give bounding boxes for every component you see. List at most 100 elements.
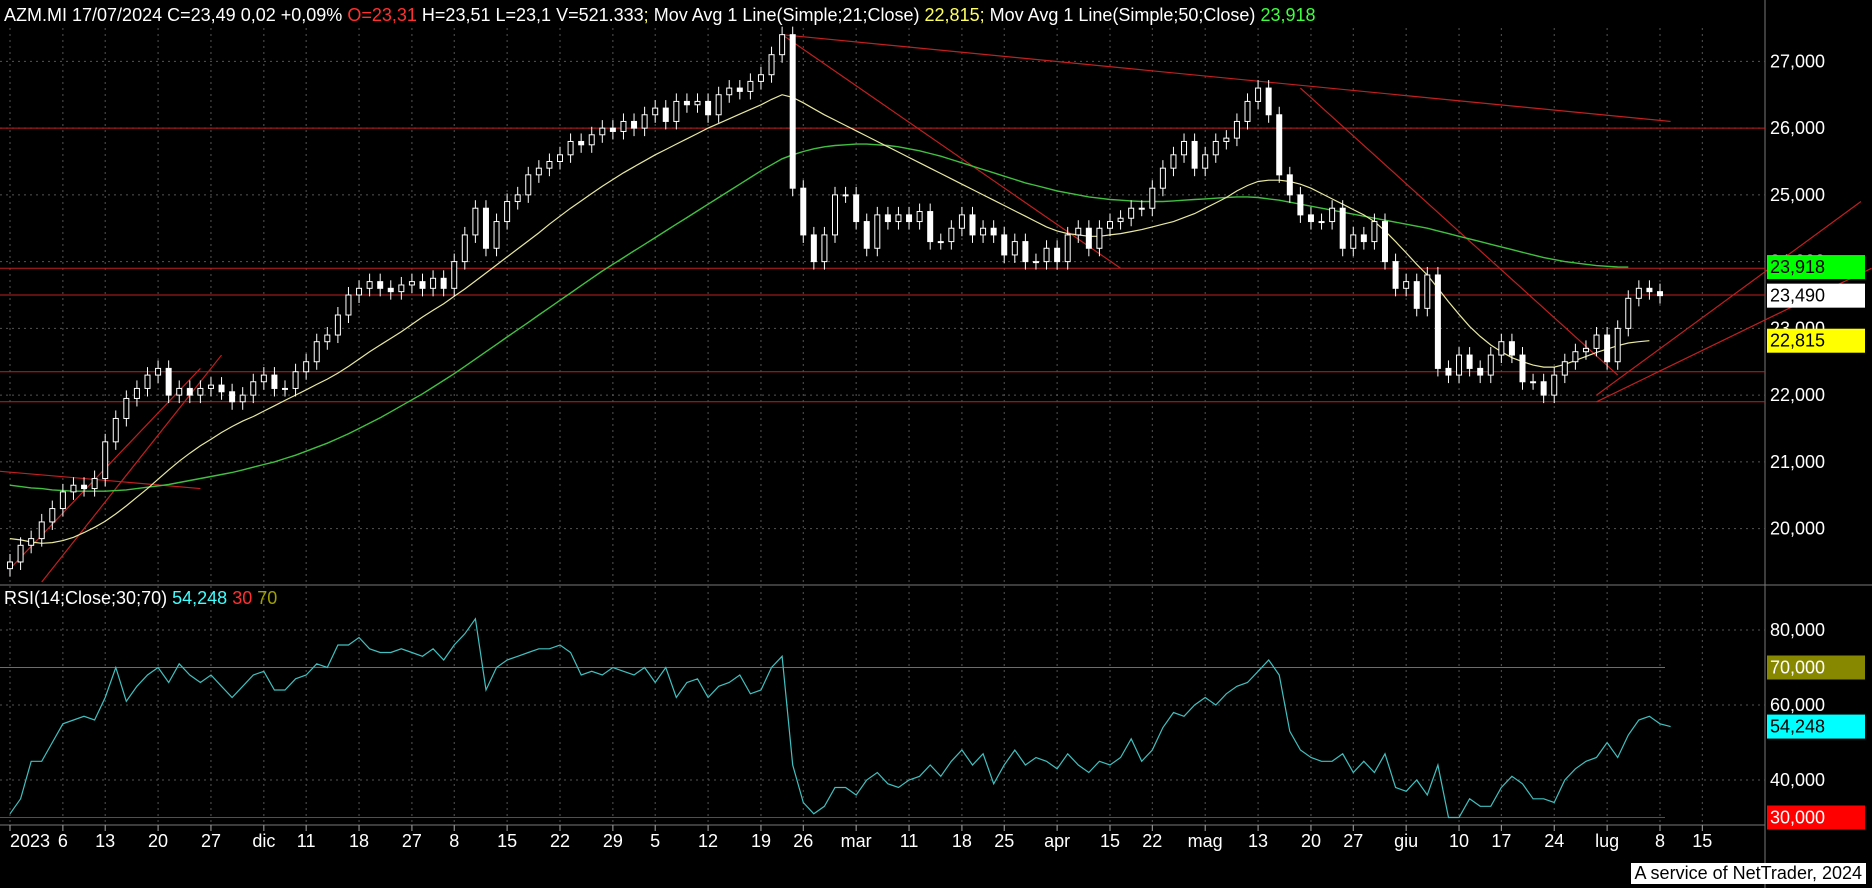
x-tick-label: 20 <box>1301 831 1321 851</box>
candle-body <box>1403 281 1410 289</box>
candle-body <box>1382 221 1388 263</box>
candle-body <box>673 100 680 122</box>
candle-body <box>303 361 310 373</box>
candle-body <box>324 334 331 343</box>
candle-body <box>81 484 88 490</box>
value-tag-label: 70,000 <box>1770 658 1825 678</box>
candle-body <box>1265 87 1272 116</box>
candle-body <box>408 281 415 286</box>
candle-body <box>1498 341 1505 356</box>
separator: ; <box>643 5 649 25</box>
trend-line <box>1299 87 1619 376</box>
trend-line <box>782 34 1671 123</box>
candle-body <box>1625 297 1632 329</box>
candle-body <box>133 387 140 399</box>
candle-body <box>1255 87 1262 102</box>
candle-body <box>652 107 659 116</box>
candle-body <box>1540 381 1547 396</box>
candle-body <box>102 441 109 480</box>
candle-body <box>863 221 870 249</box>
candle-body <box>482 207 489 249</box>
candle-body <box>662 107 669 122</box>
candle-body <box>7 561 13 570</box>
candle-body <box>461 234 468 263</box>
candle-body <box>144 374 151 389</box>
candle-body <box>1043 247 1050 263</box>
candle-body <box>472 207 479 236</box>
ma21-line <box>9 94 1650 544</box>
candle-body <box>1223 137 1230 142</box>
x-tick-label: 8 <box>449 831 459 851</box>
candle-body <box>821 234 828 263</box>
ma21-label: Mov Avg 1 Line(Simple;21;Close) <box>653 5 920 25</box>
candle-body <box>1128 207 1135 219</box>
candle-body <box>1329 207 1336 223</box>
x-tick-label: 27 <box>402 831 422 851</box>
candle-body <box>779 34 786 56</box>
candle-body <box>1477 367 1484 376</box>
x-tick-label: 25 <box>994 831 1014 851</box>
x-tick-label: 15 <box>1100 831 1120 851</box>
x-tick-label: mag <box>1188 831 1223 851</box>
x-tick-label: 19 <box>751 831 771 851</box>
x-tick-label: 8 <box>1655 831 1665 851</box>
x-tick-label: 15 <box>497 831 517 851</box>
candle-body <box>884 214 891 223</box>
ma50-value: 23,918 <box>1260 5 1316 25</box>
candle-body <box>17 544 24 563</box>
rsi-low-level: 30 <box>232 588 253 608</box>
trend-line <box>781 34 1121 269</box>
price-y-tick-label: 22,000 <box>1770 385 1825 405</box>
x-tick-label: lug <box>1595 831 1619 851</box>
candle-body <box>1149 187 1156 209</box>
trend-line <box>41 354 223 583</box>
price-y-tick-label: 21,000 <box>1770 452 1825 472</box>
candle-body <box>334 314 341 336</box>
price-header: AZM.MI 17/07/2024 C=23,49 0,02 +0,09% O=… <box>4 5 1316 26</box>
value-tag-label: 23,490 <box>1770 286 1825 306</box>
candle-body <box>1445 367 1452 376</box>
candle-body <box>1011 241 1018 256</box>
candle-body <box>599 127 606 136</box>
rsi-value: 54,248 <box>172 588 228 608</box>
candle-body <box>1107 221 1113 229</box>
candle-body <box>1434 274 1441 369</box>
candle-body <box>800 187 807 236</box>
value-tag-ma50 <box>1767 255 1865 280</box>
candle-body <box>631 120 638 129</box>
candle-body <box>1181 140 1188 156</box>
value-tag-price <box>1767 283 1865 308</box>
candle-body <box>239 394 246 403</box>
candle-body <box>451 261 458 289</box>
candle-body <box>1466 354 1473 369</box>
x-tick-label: 5 <box>650 831 660 851</box>
x-tick-label: 17 <box>1491 831 1511 851</box>
value-tag-label: 30,000 <box>1770 808 1825 828</box>
candle-body <box>260 374 267 383</box>
x-tick-label: 11 <box>900 831 919 851</box>
x-tick-label: apr <box>1044 831 1070 851</box>
x-tick-label: 6 <box>58 831 68 851</box>
candle-body <box>229 391 236 403</box>
candle-body <box>609 127 616 132</box>
candle-body <box>927 211 934 243</box>
ma50-label: Mov Avg 1 Line(Simple;50;Close) <box>989 5 1256 25</box>
candle-body <box>789 34 796 189</box>
candle-body <box>768 54 775 76</box>
candle-body <box>28 538 35 546</box>
candle-body <box>1233 120 1240 139</box>
x-tick-label: 22 <box>1142 831 1162 851</box>
x-tick-label: 18 <box>349 831 369 851</box>
candle-body <box>1064 234 1071 263</box>
candle-body <box>282 387 288 390</box>
x-tick-label: 27 <box>1343 831 1363 851</box>
x-tick-label: 11 <box>297 831 316 851</box>
candle-body <box>1138 207 1145 210</box>
x-tick-label: 29 <box>603 831 623 851</box>
candle-body <box>1170 154 1177 169</box>
candle-body <box>1191 140 1198 169</box>
candle-body <box>377 281 384 289</box>
candle-body <box>1054 247 1061 263</box>
x-tick-label: 18 <box>952 831 972 851</box>
